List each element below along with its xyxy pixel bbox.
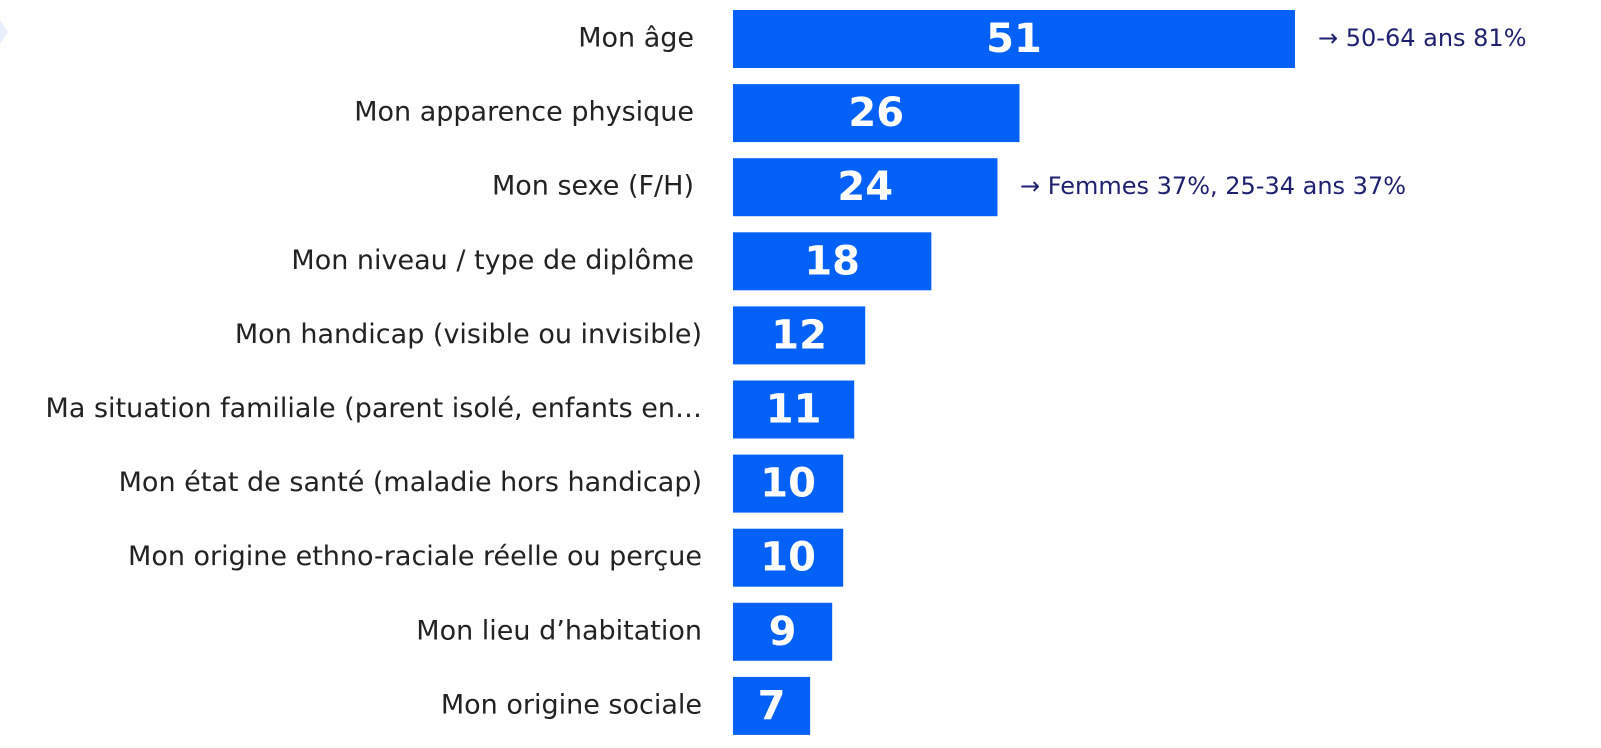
category-label: Mon âge [578, 23, 694, 54]
category-label: Mon sexe (F/H) [492, 171, 694, 202]
category-label: Mon lieu d’habitation [416, 615, 702, 646]
annotation: → Femmes 37%, 25-34 ans 37% [1020, 172, 1406, 200]
value-label: 7 [758, 683, 786, 729]
category-label: Mon niveau / type de diplôme [291, 245, 694, 276]
bar [733, 10, 1295, 68]
category-label: Ma situation familiale (parent isolé, en… [46, 393, 702, 424]
value-label: 9 [769, 609, 797, 655]
decoration [0, 20, 8, 44]
bar [733, 602, 833, 661]
value-label: 18 [804, 238, 860, 284]
category-label: Mon état de santé (maladie hors handicap… [119, 467, 702, 498]
value-label: 51 [986, 16, 1042, 62]
bar [733, 454, 844, 513]
bar [733, 84, 1020, 143]
bar [733, 528, 844, 587]
value-label: 11 [766, 387, 822, 433]
bar [733, 676, 811, 735]
category-label: Mon origine sociale [441, 689, 702, 720]
annotation: → 50-64 ans 81% [1318, 24, 1527, 52]
value-label: 12 [771, 312, 827, 358]
bar [733, 232, 932, 291]
category-label: Mon handicap (visible ou invisible) [235, 319, 702, 350]
value-label: 10 [760, 461, 816, 507]
category-label: Mon origine ethno-raciale réelle ou perç… [128, 541, 702, 572]
category-label: Mon apparence physique [354, 97, 694, 128]
value-label: 24 [837, 164, 893, 210]
bar [733, 380, 855, 439]
bar [733, 306, 866, 365]
value-label: 10 [760, 535, 816, 581]
value-label: 26 [848, 90, 904, 136]
bar [733, 158, 998, 217]
